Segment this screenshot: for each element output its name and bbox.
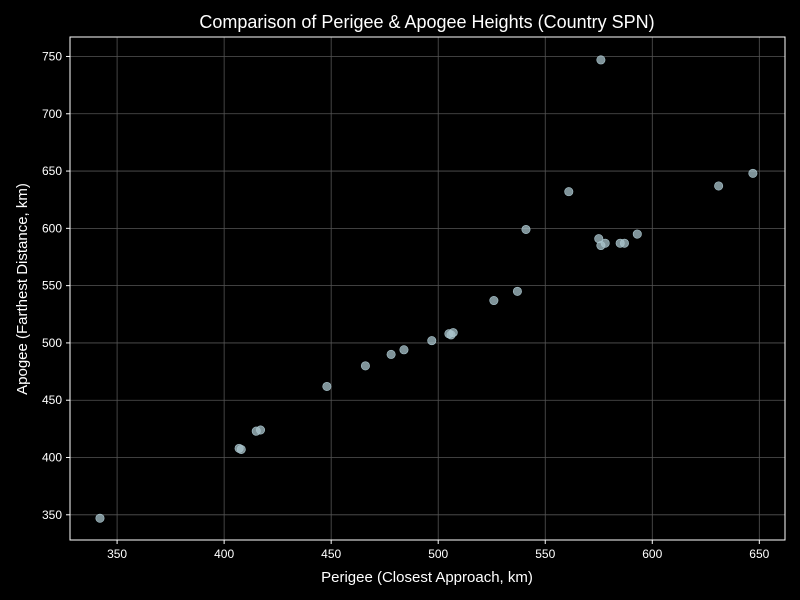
data-point — [512, 286, 522, 296]
x-tick-label: 550 — [535, 547, 555, 561]
data-point — [489, 296, 499, 306]
data-point — [360, 361, 370, 371]
x-tick-label: 650 — [749, 547, 769, 561]
data-point — [95, 513, 105, 523]
y-axis-label: Apogee (Farthest Distance, km) — [14, 183, 31, 395]
data-point — [386, 349, 396, 359]
grid-lines — [70, 37, 785, 540]
y-tick-label: 650 — [42, 164, 62, 178]
y-tick-label: 600 — [42, 221, 62, 235]
data-point — [521, 224, 531, 234]
y-axis-ticks: 350 400 450 500 550 600 650 700 750 — [42, 49, 70, 522]
chart-title: Comparison of Perigee & Apogee Heights (… — [199, 12, 654, 32]
y-tick-label: 700 — [42, 107, 62, 121]
data-point — [256, 425, 266, 435]
plot-frame — [69, 36, 786, 541]
data-point — [322, 381, 332, 391]
data-point — [748, 168, 758, 178]
data-point — [448, 328, 458, 338]
x-tick-label: 400 — [214, 547, 234, 561]
y-tick-label: 400 — [42, 451, 62, 465]
data-point — [236, 444, 246, 454]
y-tick-label: 500 — [42, 336, 62, 350]
data-point — [564, 187, 574, 197]
y-tick-label: 750 — [42, 49, 62, 63]
x-tick-label: 350 — [107, 547, 127, 561]
x-tick-label: 500 — [428, 547, 448, 561]
x-tick-label: 450 — [321, 547, 341, 561]
data-point — [596, 55, 606, 65]
data-point — [632, 229, 642, 239]
data-point — [600, 238, 610, 248]
data-point — [714, 181, 724, 191]
data-points — [95, 55, 758, 523]
y-tick-label: 350 — [42, 508, 62, 522]
y-tick-label: 550 — [42, 279, 62, 293]
x-axis-ticks: 350 400 450 500 550 600 650 — [107, 540, 770, 561]
data-point — [619, 238, 629, 248]
x-axis-label: Perigee (Closest Approach, km) — [321, 569, 533, 586]
y-tick-label: 450 — [42, 393, 62, 407]
data-point — [427, 336, 437, 346]
data-point — [399, 345, 409, 355]
x-tick-label: 600 — [642, 547, 662, 561]
